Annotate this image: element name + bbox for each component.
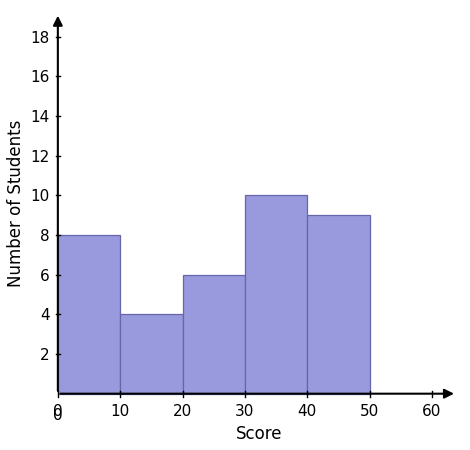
Bar <box>182 274 245 394</box>
Text: 0: 0 <box>53 408 63 423</box>
Bar <box>120 315 182 394</box>
Y-axis label: Number of Students: Number of Students <box>7 120 25 287</box>
Bar <box>307 215 369 394</box>
X-axis label: Score: Score <box>235 425 282 443</box>
Bar <box>245 195 307 394</box>
Bar <box>58 235 120 394</box>
